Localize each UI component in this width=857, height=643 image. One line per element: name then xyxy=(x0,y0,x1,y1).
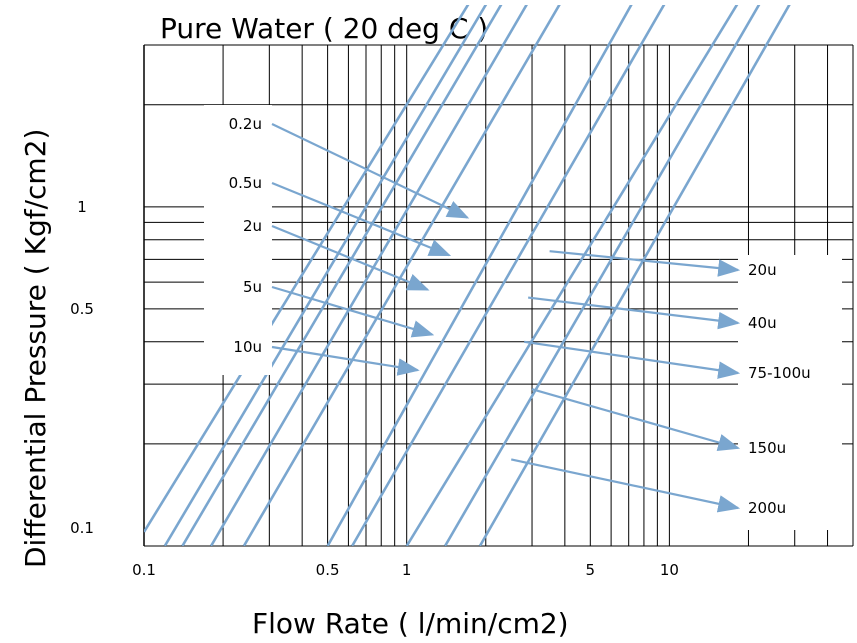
series-line-0.5u xyxy=(163,5,488,546)
series-line-40u xyxy=(351,5,666,546)
callouts: 0.2u 0.5u 2u 5u 10u 20u 40u 75-100u 150u 200u xyxy=(229,115,811,517)
left-label-panel xyxy=(204,105,272,375)
callout-panels xyxy=(204,105,842,530)
callout-label-10u: 10u xyxy=(233,338,262,356)
callout-arrow-0.2u xyxy=(271,123,470,219)
callout-label-5u: 5u xyxy=(243,278,262,296)
callout-label-150u: 150u xyxy=(748,439,786,457)
series-line-75-100u xyxy=(405,5,739,546)
x-tick-label: 0.1 xyxy=(132,561,156,579)
callout-arrow-20u xyxy=(549,250,741,277)
callout-label-0.2u: 0.2u xyxy=(229,115,262,133)
y-tick-label: 1 xyxy=(77,198,87,216)
series-line-20u xyxy=(326,5,633,546)
callout-label-2u: 2u xyxy=(243,217,262,235)
series-line-200u xyxy=(478,5,791,546)
callout-arrow-150u xyxy=(531,388,741,452)
series-lines xyxy=(144,5,791,546)
callout-arrow-0.5u xyxy=(271,181,452,257)
x-tick-label: 10 xyxy=(660,561,679,579)
series-line-5u xyxy=(209,5,528,546)
tick-labels: 0.1 0.5 1 5 10 0.1 0.5 1 xyxy=(70,198,679,579)
y-tick-label: 0.5 xyxy=(70,300,94,318)
callout-arrow-40u xyxy=(528,296,741,330)
x-tick-label: 1 xyxy=(402,561,412,579)
callout-arrow-5u xyxy=(271,285,435,338)
callout-label-200u: 200u xyxy=(748,499,786,517)
chart-title: Pure Water ( 20 deg C ) xyxy=(160,12,488,45)
y-axis-title: Differential Pressure ( Kgf/cm2) xyxy=(19,129,52,568)
x-axis-title: Flow Rate ( l/min/cm2) xyxy=(252,607,569,640)
callout-label-75-100u: 75-100u xyxy=(748,364,811,382)
callout-arrow-10u xyxy=(271,345,420,376)
series-line-150u xyxy=(443,5,761,546)
callout-label-0.5u: 0.5u xyxy=(229,174,262,192)
callout-arrow-200u xyxy=(510,458,741,513)
right-label-panel xyxy=(738,255,842,530)
series-line-0.2u xyxy=(144,5,470,533)
callout-arrow-75-100u xyxy=(523,340,741,379)
callout-label-20u: 20u xyxy=(748,261,777,279)
x-tick-label: 0.5 xyxy=(316,561,340,579)
callout-arrow-2u xyxy=(271,224,430,291)
y-tick-label: 0.1 xyxy=(70,519,94,537)
series-line-2u xyxy=(181,5,503,546)
series-line-10u xyxy=(242,5,561,546)
x-tick-label: 5 xyxy=(586,561,596,579)
callout-label-40u: 40u xyxy=(748,314,777,332)
